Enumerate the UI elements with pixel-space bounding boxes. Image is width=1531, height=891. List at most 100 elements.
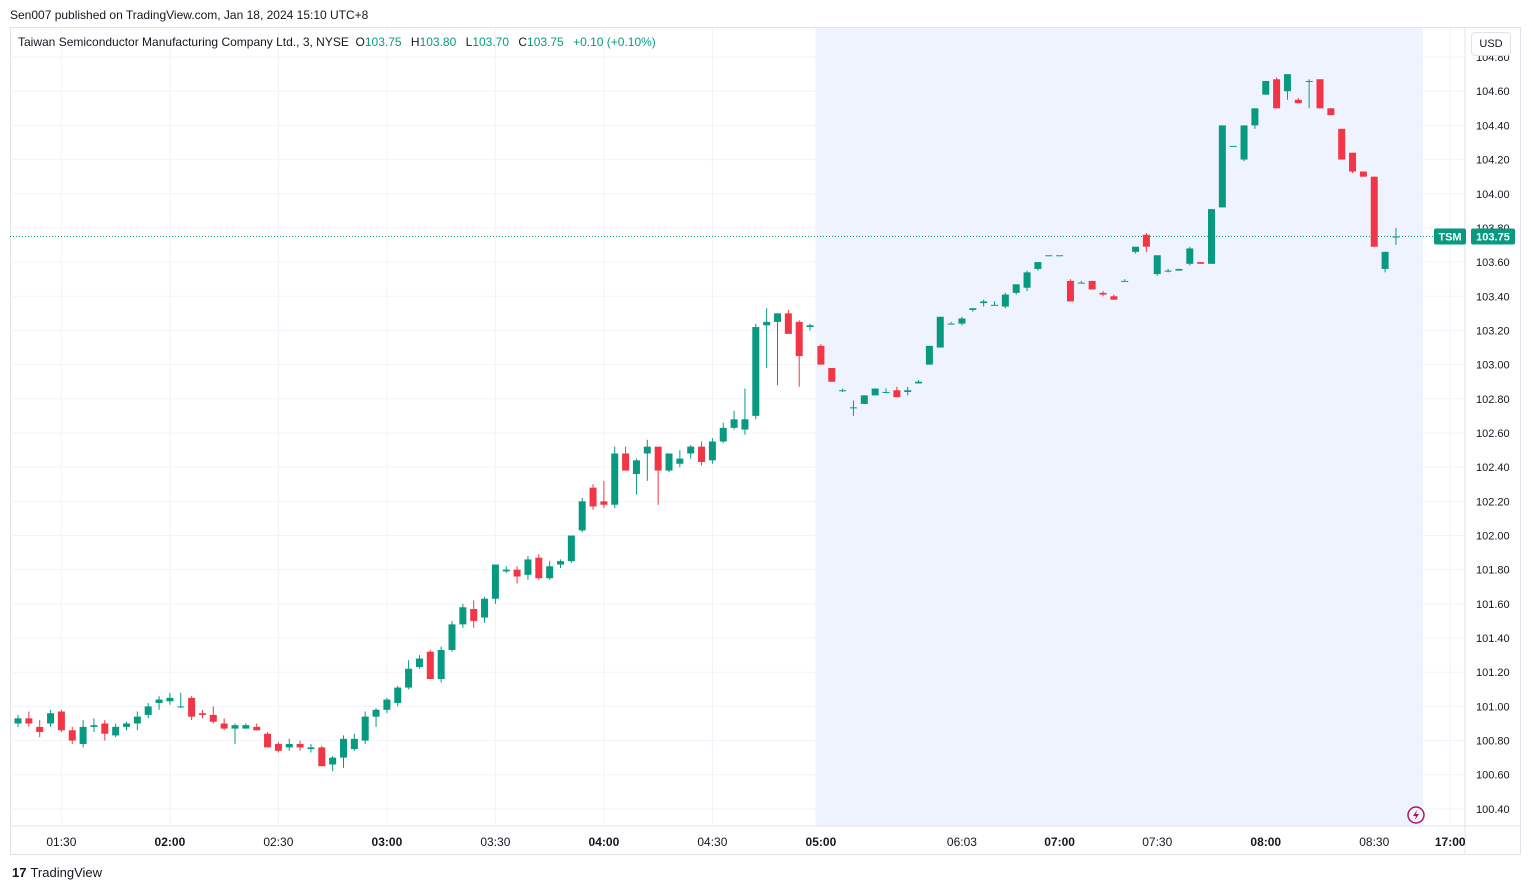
x-tick-label: 01:30 xyxy=(46,835,76,849)
candle xyxy=(535,554,543,580)
candle xyxy=(188,696,196,721)
candle-body xyxy=(632,460,640,474)
footer-brand[interactable]: 17 TradingView xyxy=(12,865,102,880)
candle xyxy=(665,453,673,473)
x-tick-label: 02:00 xyxy=(155,835,186,849)
candle-body xyxy=(828,368,836,382)
candle-body xyxy=(405,668,413,688)
y-tick-label: 101.00 xyxy=(1476,701,1510,713)
candle xyxy=(1121,279,1129,282)
candle-body xyxy=(155,699,163,703)
candle-body xyxy=(1186,248,1194,264)
candle-body xyxy=(1110,296,1118,300)
candle xyxy=(57,709,65,733)
candle-body xyxy=(1001,294,1009,307)
x-tick-label: 17:00 xyxy=(1435,835,1466,849)
y-tick-label: 100.80 xyxy=(1476,736,1510,748)
candle xyxy=(242,723,250,729)
candle xyxy=(448,620,456,652)
ticker-tag-bg xyxy=(1434,228,1466,245)
candle-body xyxy=(25,718,33,724)
candle-body xyxy=(318,747,326,767)
candle-body xyxy=(144,706,152,715)
candle-body xyxy=(860,395,868,404)
candle xyxy=(763,308,771,369)
y-tick-label: 103.60 xyxy=(1476,257,1510,269)
candle-body xyxy=(242,725,250,729)
candle-body xyxy=(557,561,564,565)
candle xyxy=(643,439,651,481)
y-tick-label: 101.80 xyxy=(1476,565,1510,577)
candle xyxy=(1186,246,1194,266)
candle xyxy=(524,556,532,580)
candle-body xyxy=(274,743,282,751)
legend-open-label: O xyxy=(355,35,365,49)
candle-body xyxy=(947,323,955,325)
candle-body xyxy=(871,388,879,396)
candle-body xyxy=(1077,282,1085,284)
currency-button[interactable]: USD xyxy=(1471,32,1511,56)
x-tick-label: 08:30 xyxy=(1359,835,1389,849)
candle-body xyxy=(1012,284,1020,293)
y-tick-label: 102.00 xyxy=(1476,531,1510,543)
candle xyxy=(513,566,521,584)
candle-body xyxy=(177,706,185,708)
candle xyxy=(231,723,239,744)
candle-body xyxy=(1392,236,1400,238)
candle-body xyxy=(231,725,239,729)
candle-body xyxy=(567,535,575,562)
candle xyxy=(1056,255,1064,257)
candle-body xyxy=(1153,255,1161,275)
candle xyxy=(123,721,130,731)
candle xyxy=(14,714,22,727)
candle-body xyxy=(958,318,966,324)
candle-body xyxy=(513,569,521,577)
candle xyxy=(502,566,510,574)
candle xyxy=(546,561,554,580)
candle-body xyxy=(1099,292,1107,295)
candle xyxy=(828,368,836,382)
candle xyxy=(578,497,586,533)
y-tick-label: 102.80 xyxy=(1476,394,1510,406)
legend-high: 103.80 xyxy=(419,35,457,49)
x-tick-label: 05:00 xyxy=(806,835,837,849)
price-axis[interactable]: 104.80104.60104.40104.20104.00103.80103.… xyxy=(1476,52,1510,816)
candle-body xyxy=(752,327,760,416)
candle xyxy=(698,441,706,466)
candle xyxy=(1045,255,1053,257)
candle xyxy=(882,388,890,393)
candle-body xyxy=(1305,80,1313,82)
y-tick-label: 101.20 xyxy=(1476,667,1510,679)
candle xyxy=(437,646,445,683)
candle-body xyxy=(1023,272,1031,288)
legend-close-label: C xyxy=(518,35,528,49)
candle xyxy=(220,718,228,731)
candle xyxy=(1218,125,1226,208)
candle xyxy=(741,388,749,435)
realtime-icon[interactable] xyxy=(1407,806,1425,824)
time-axis[interactable]: 01:30 02:00 02:30 03:00 03:30 04:00 04:30 05:00… xyxy=(46,835,1465,849)
candle-body xyxy=(481,598,489,618)
candle xyxy=(806,323,814,331)
candle xyxy=(1110,294,1118,300)
published-note: Sen007 published on TradingView.com, Jan… xyxy=(10,8,369,22)
candle xyxy=(784,309,792,334)
candle xyxy=(557,559,564,568)
candle xyxy=(112,723,120,738)
candle-body xyxy=(622,453,630,471)
extended-hours-background xyxy=(815,28,1424,826)
candle-body xyxy=(1121,280,1129,282)
candle-body xyxy=(806,325,814,328)
candle-body xyxy=(437,649,445,680)
candle-body xyxy=(253,726,261,731)
candle xyxy=(361,711,369,744)
candle-body xyxy=(1142,234,1150,247)
candle-body xyxy=(188,697,196,717)
candle-body xyxy=(839,390,847,392)
candle-body xyxy=(123,723,130,727)
series-legend: Taiwan Semiconductor Manufacturing Compa… xyxy=(18,35,662,49)
tradingview-logo-icon: 17 xyxy=(12,865,27,880)
candle-body xyxy=(1262,80,1270,95)
candle-body xyxy=(1283,74,1291,92)
